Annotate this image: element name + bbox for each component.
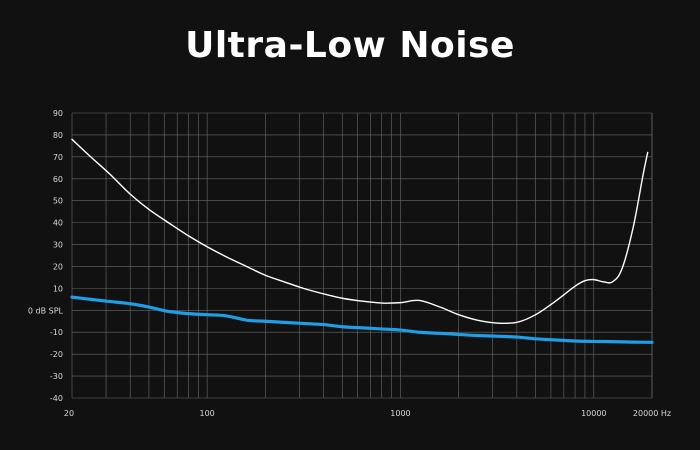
series-layer — [70, 138, 654, 344]
y-tick-label: 10 — [53, 284, 63, 293]
x-tick-label: 100 — [199, 409, 214, 418]
chart-title: Ultra-Low Noise — [185, 25, 515, 66]
x-tick-label: 10000 — [581, 409, 606, 418]
y-tick-label: -20 — [50, 350, 63, 359]
y-tick-label: 20 — [53, 262, 63, 271]
y-tick-label: 40 — [53, 219, 63, 228]
y-tick-label: 0 dB SPL — [28, 306, 64, 315]
self-noise-curve — [70, 295, 654, 344]
y-tick-label: 60 — [53, 175, 63, 184]
grid — [71, 112, 653, 399]
y-tick-label: -10 — [50, 328, 63, 337]
y-tick-label: 30 — [53, 241, 63, 250]
y-tick-label: 90 — [53, 109, 63, 118]
y-tick-label: -30 — [50, 372, 63, 381]
y-tick-labels: 90 80 70 60 50 40 30 20 10 0 dB SPL -10 -20 -30 -40 — [28, 109, 64, 403]
y-tick-label: 70 — [53, 153, 63, 162]
y-tick-label: -40 — [50, 394, 63, 403]
x-tick-labels: 20 100 1000 10000 20000 Hz — [64, 409, 671, 418]
x-tick-label: 1000 — [390, 409, 410, 418]
y-tick-label: 80 — [53, 131, 63, 140]
x-tick-label: 20 — [64, 409, 74, 418]
x-tick-label: 20000 Hz — [633, 409, 671, 418]
y-tick-label: 50 — [53, 197, 63, 206]
threshold-curve — [71, 138, 649, 325]
